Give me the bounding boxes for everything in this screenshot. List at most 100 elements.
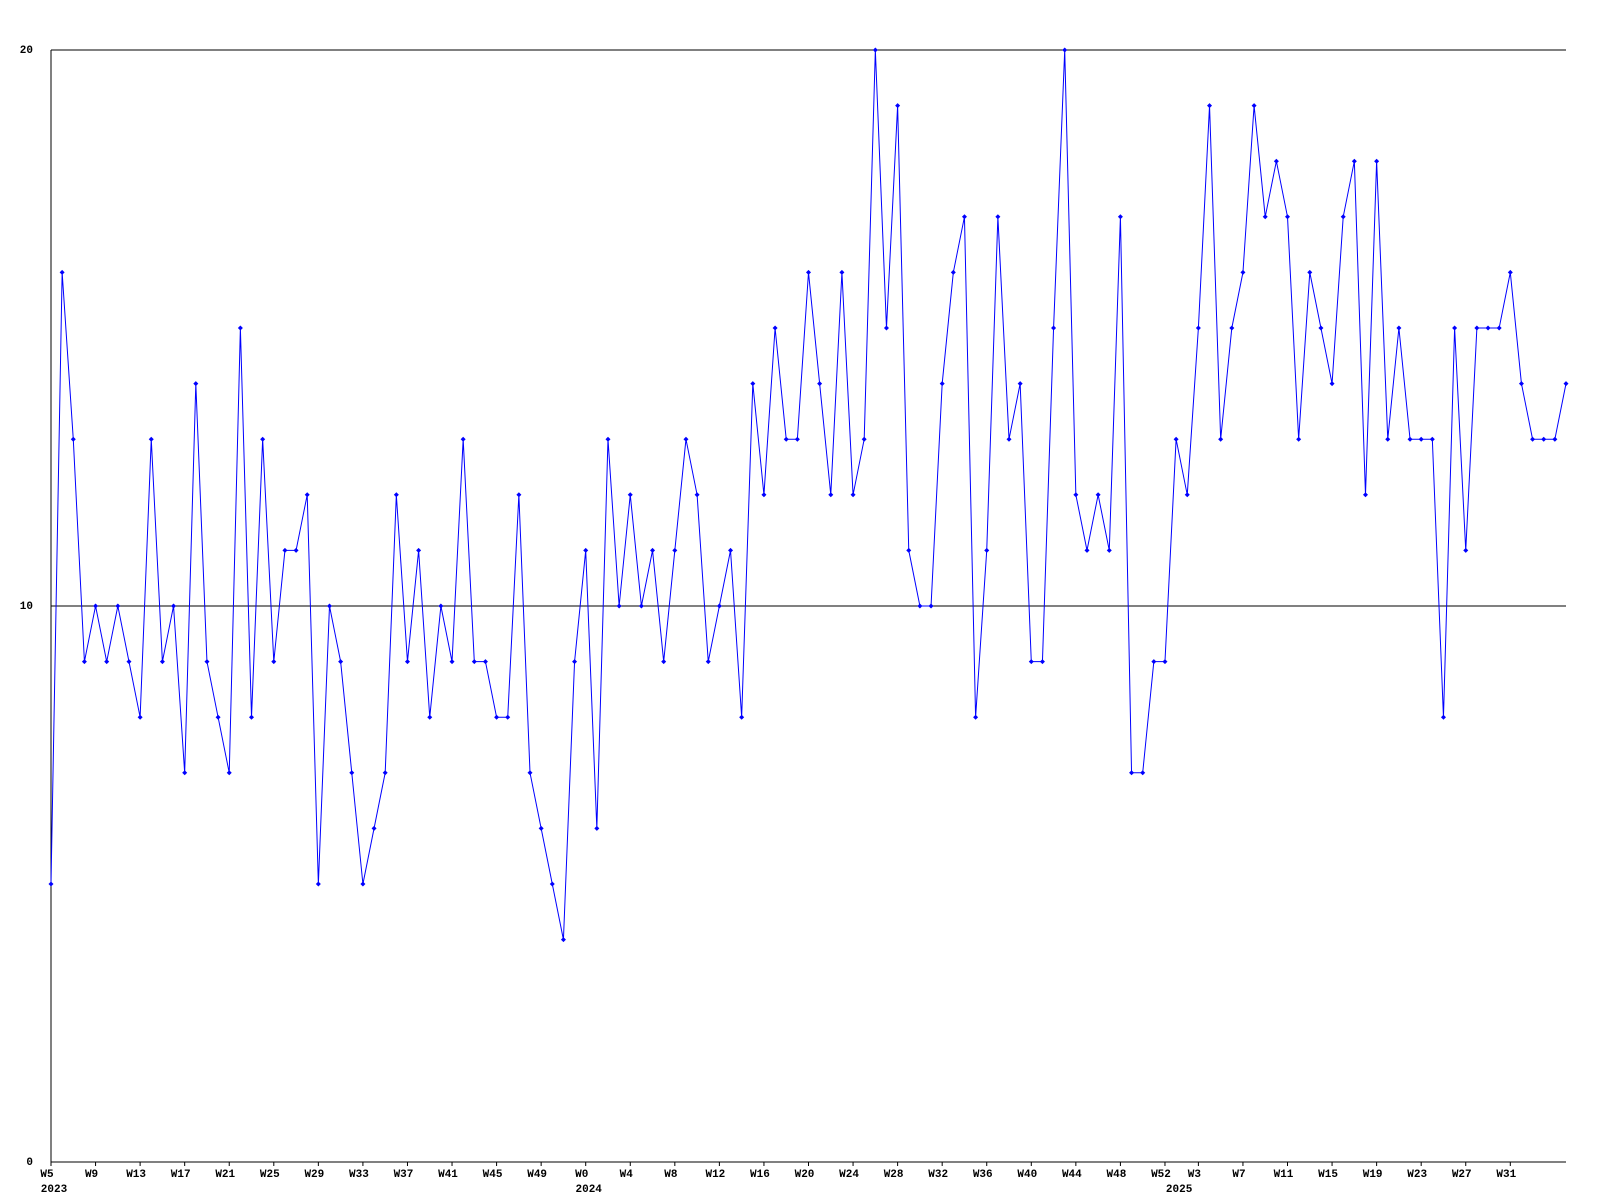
x-tick-label: W27 bbox=[1452, 1169, 1472, 1181]
data-point bbox=[226, 770, 232, 776]
data-point bbox=[616, 603, 622, 609]
x-tick-label: W41 bbox=[438, 1169, 458, 1181]
data-point bbox=[516, 492, 522, 498]
data-point bbox=[594, 825, 600, 831]
data-point bbox=[204, 659, 210, 665]
data-point bbox=[1273, 158, 1279, 164]
data-point bbox=[271, 659, 277, 665]
data-point bbox=[1229, 325, 1235, 331]
data-point bbox=[482, 659, 488, 665]
data-point bbox=[861, 436, 867, 442]
data-point bbox=[583, 547, 589, 553]
data-point bbox=[761, 492, 767, 498]
data-point bbox=[549, 881, 555, 887]
data-point bbox=[817, 381, 823, 387]
data-point bbox=[694, 492, 700, 498]
data-point bbox=[70, 436, 76, 442]
data-line bbox=[50, 49, 1567, 940]
y-tick-label: 20 bbox=[20, 45, 33, 57]
data-point bbox=[137, 714, 143, 720]
x-tick-label: W15 bbox=[1318, 1169, 1338, 1181]
data-point bbox=[1285, 214, 1291, 220]
data-point bbox=[716, 603, 722, 609]
data-point bbox=[1140, 770, 1146, 776]
data-point bbox=[326, 603, 332, 609]
data-point bbox=[494, 714, 500, 720]
data-point bbox=[984, 547, 990, 553]
data-point bbox=[1429, 436, 1435, 442]
data-point bbox=[1173, 436, 1179, 442]
data-point bbox=[928, 603, 934, 609]
data-point bbox=[939, 381, 945, 387]
data-point bbox=[382, 770, 388, 776]
data-point bbox=[1262, 214, 1268, 220]
data-point bbox=[1329, 381, 1335, 387]
data-point bbox=[393, 492, 399, 498]
data-point bbox=[304, 492, 310, 498]
data-point bbox=[1396, 325, 1402, 331]
y-tick-label: 10 bbox=[20, 601, 33, 613]
data-point bbox=[115, 603, 121, 609]
data-point bbox=[360, 881, 366, 887]
data-point bbox=[1039, 659, 1045, 665]
data-point bbox=[906, 547, 912, 553]
x-tick-label: W7 bbox=[1232, 1169, 1245, 1181]
data-point bbox=[750, 381, 756, 387]
x-tick-label: W49 bbox=[527, 1169, 547, 1181]
x-tick-label: W5 bbox=[40, 1169, 54, 1181]
data-point bbox=[59, 269, 65, 275]
data-point bbox=[1418, 436, 1424, 442]
data-point bbox=[995, 214, 1001, 220]
data-point bbox=[672, 547, 678, 553]
data-point bbox=[1006, 436, 1012, 442]
data-point bbox=[460, 436, 466, 442]
data-point bbox=[315, 881, 321, 887]
data-point bbox=[661, 659, 667, 665]
data-point bbox=[872, 47, 878, 53]
x-tick-label: W45 bbox=[483, 1169, 503, 1181]
x-tick-label: W37 bbox=[394, 1169, 414, 1181]
x-tick-label: W36 bbox=[973, 1169, 993, 1181]
data-point bbox=[728, 547, 734, 553]
data-point bbox=[961, 214, 967, 220]
data-point bbox=[650, 547, 656, 553]
data-point bbox=[48, 881, 54, 887]
data-point bbox=[1552, 436, 1558, 442]
x-tick-label: W40 bbox=[1017, 1169, 1037, 1181]
data-point bbox=[1374, 158, 1380, 164]
data-point bbox=[93, 603, 99, 609]
data-point bbox=[1051, 325, 1057, 331]
data-point bbox=[416, 547, 422, 553]
x-tick-label: W25 bbox=[260, 1169, 280, 1181]
data-point bbox=[438, 603, 444, 609]
x-tick-label: W31 bbox=[1496, 1169, 1516, 1181]
data-point bbox=[1218, 436, 1224, 442]
x-tick-label: W0 bbox=[575, 1169, 588, 1181]
data-point bbox=[282, 547, 288, 553]
data-point bbox=[1440, 714, 1446, 720]
x-tick-label: W32 bbox=[928, 1169, 948, 1181]
data-point bbox=[1073, 492, 1079, 498]
x-tick-label: W9 bbox=[85, 1169, 98, 1181]
data-point bbox=[1340, 214, 1346, 220]
data-point bbox=[839, 269, 845, 275]
data-point bbox=[81, 659, 87, 665]
data-point bbox=[1028, 659, 1034, 665]
data-point bbox=[260, 436, 266, 442]
data-point bbox=[883, 325, 889, 331]
data-point bbox=[293, 547, 299, 553]
data-point bbox=[605, 436, 611, 442]
data-point bbox=[237, 325, 243, 331]
year-label: 2023 bbox=[41, 1184, 68, 1196]
data-point bbox=[427, 714, 433, 720]
data-point bbox=[1307, 269, 1313, 275]
y-tick-label: 0 bbox=[26, 1157, 33, 1169]
data-point bbox=[560, 937, 566, 943]
x-tick-label: W29 bbox=[304, 1169, 324, 1181]
data-point bbox=[739, 714, 745, 720]
data-point bbox=[538, 825, 544, 831]
data-point bbox=[1296, 436, 1302, 442]
data-point bbox=[1518, 381, 1524, 387]
data-point bbox=[772, 325, 778, 331]
